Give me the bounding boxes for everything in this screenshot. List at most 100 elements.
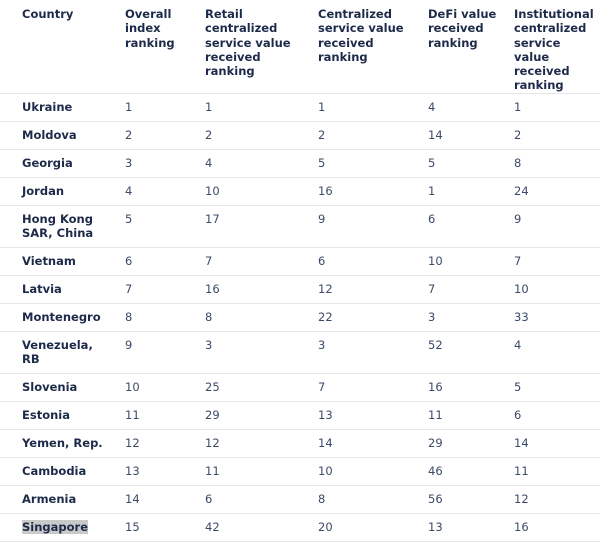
- rank-cell: 12: [514, 485, 600, 514]
- rank-cell: 1: [205, 93, 318, 122]
- rank-cell: 15: [125, 513, 205, 542]
- rank-cell: 33: [514, 303, 600, 332]
- rank-cell: 10: [428, 247, 514, 276]
- highlighted-text: Singapore: [22, 519, 89, 534]
- rank-cell: 5: [318, 149, 428, 178]
- header-row: Country Overall index ranking Retail centr…: [0, 0, 600, 94]
- rank-cell: 4: [125, 177, 205, 206]
- rank-cell: 7: [125, 275, 205, 304]
- country-cell: Slovenia: [0, 373, 125, 402]
- rank-cell: 6: [205, 485, 318, 514]
- rank-cell: 3: [205, 331, 318, 374]
- table-row: Armenia 14 6 8 56 12: [0, 485, 600, 514]
- rank-cell: 16: [205, 275, 318, 304]
- country-cell: Montenegro: [0, 303, 125, 332]
- rank-cell: 6: [318, 247, 428, 276]
- rank-cell: 6: [428, 205, 514, 248]
- rank-cell: 29: [205, 401, 318, 430]
- rank-cell: 1: [318, 93, 428, 122]
- rank-cell: 1: [125, 93, 205, 122]
- rank-cell: 12: [205, 429, 318, 458]
- country-cell: Armenia: [0, 485, 125, 514]
- rank-cell: 7: [318, 373, 428, 402]
- rank-cell: 1: [428, 177, 514, 206]
- table-row: Jordan 4 10 16 1 24: [0, 177, 600, 206]
- table-row: Slovenia 10 25 7 16 5: [0, 373, 600, 402]
- rank-cell: 1: [514, 93, 600, 122]
- rank-cell: 14: [125, 485, 205, 514]
- country-cell: Jordan: [0, 177, 125, 206]
- rank-cell: 2: [125, 121, 205, 150]
- rank-cell: 5: [428, 149, 514, 178]
- rank-cell: 6: [514, 401, 600, 430]
- rank-cell: 14: [428, 121, 514, 150]
- rank-cell: 10: [205, 177, 318, 206]
- rank-cell: 4: [205, 149, 318, 178]
- rank-cell: 16: [514, 513, 600, 542]
- rank-cell: 2: [514, 121, 600, 150]
- table-row: Latvia 7 16 12 7 10: [0, 275, 600, 304]
- rank-cell: 9: [125, 331, 205, 374]
- country-cell: Yemen, Rep.: [0, 429, 125, 458]
- rank-cell: 10: [318, 457, 428, 486]
- rank-cell: 25: [205, 373, 318, 402]
- rank-cell: 6: [125, 247, 205, 276]
- rank-cell: 7: [428, 275, 514, 304]
- rank-cell: 29: [428, 429, 514, 458]
- table-row: Ukraine 1 1 1 4 1: [0, 93, 600, 122]
- rank-cell: 5: [125, 205, 205, 248]
- rank-cell: 14: [514, 429, 600, 458]
- column-header: Retail centralized service value receive…: [205, 0, 318, 94]
- rank-cell: 11: [428, 401, 514, 430]
- country-cell: Estonia: [0, 401, 125, 430]
- rank-cell: 46: [428, 457, 514, 486]
- rank-cell: 11: [125, 401, 205, 430]
- rank-cell: 9: [514, 205, 600, 248]
- rank-cell: 10: [125, 373, 205, 402]
- rank-cell: 56: [428, 485, 514, 514]
- rank-cell: 4: [514, 331, 600, 374]
- rank-cell: 22: [318, 303, 428, 332]
- country-cell: Georgia: [0, 149, 125, 178]
- rank-cell: 13: [428, 513, 514, 542]
- column-header: Centralized service value received ranki…: [318, 0, 428, 94]
- rank-cell: 12: [318, 275, 428, 304]
- rank-cell: 14: [318, 429, 428, 458]
- rank-cell: 5: [514, 373, 600, 402]
- country-cell: Venezuela, RB: [0, 331, 125, 374]
- country-cell: Ukraine: [0, 93, 125, 122]
- table-row: Cambodia 13 11 10 46 11: [0, 457, 600, 486]
- country-cell: Vietnam: [0, 247, 125, 276]
- table-row: Georgia 3 4 5 5 8: [0, 149, 600, 178]
- rank-cell: 7: [514, 247, 600, 276]
- rank-cell: 13: [318, 401, 428, 430]
- rank-cell: 8: [205, 303, 318, 332]
- rank-cell: 24: [514, 177, 600, 206]
- rank-cell: 13: [125, 457, 205, 486]
- rank-cell: 16: [318, 177, 428, 206]
- rank-cell: 42: [205, 513, 318, 542]
- table-row: Singapore 15 42 20 13 16: [0, 513, 600, 542]
- rank-cell: 3: [125, 149, 205, 178]
- country-cell: Moldova: [0, 121, 125, 150]
- table-row: Montenegro 8 8 22 3 33: [0, 303, 600, 332]
- rank-cell: 8: [125, 303, 205, 332]
- rank-cell: 52: [428, 331, 514, 374]
- rank-cell: 12: [125, 429, 205, 458]
- country-cell: Cambodia: [0, 457, 125, 486]
- column-header: Institutional centralized service value …: [514, 0, 600, 94]
- rank-cell: 3: [428, 303, 514, 332]
- rank-cell: 16: [428, 373, 514, 402]
- table-row: Estonia 11 29 13 11 6: [0, 401, 600, 430]
- rank-cell: 17: [205, 205, 318, 248]
- rank-cell: 4: [428, 93, 514, 122]
- column-header: Overall index ranking: [125, 0, 205, 94]
- rank-cell: 8: [514, 149, 600, 178]
- table-row: Vietnam 6 7 6 10 7: [0, 247, 600, 276]
- rank-cell: 11: [205, 457, 318, 486]
- table-row: Venezuela, RB 9 3 3 52 4: [0, 331, 600, 374]
- table-row: Hong Kong SAR, China 5 17 9 6 9: [0, 205, 600, 248]
- rank-cell: 3: [318, 331, 428, 374]
